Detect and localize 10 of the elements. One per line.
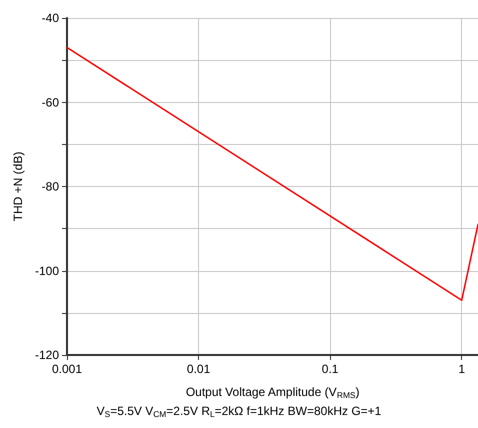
- y-axis-title: THD +N (dB): [11, 152, 26, 222]
- y-tick-label: -120: [34, 348, 60, 362]
- y-tick-label: -100: [34, 264, 60, 278]
- x-tick-label: 1: [458, 362, 466, 376]
- y-tick-label: -80: [42, 180, 60, 194]
- x-tick-label: 0.1: [322, 362, 339, 376]
- y-tick-label: -40: [42, 11, 60, 25]
- x-tick-label: 0.01: [186, 362, 211, 376]
- y-tick-label: -60: [42, 95, 60, 110]
- x-tick-label: 0.001: [52, 362, 82, 376]
